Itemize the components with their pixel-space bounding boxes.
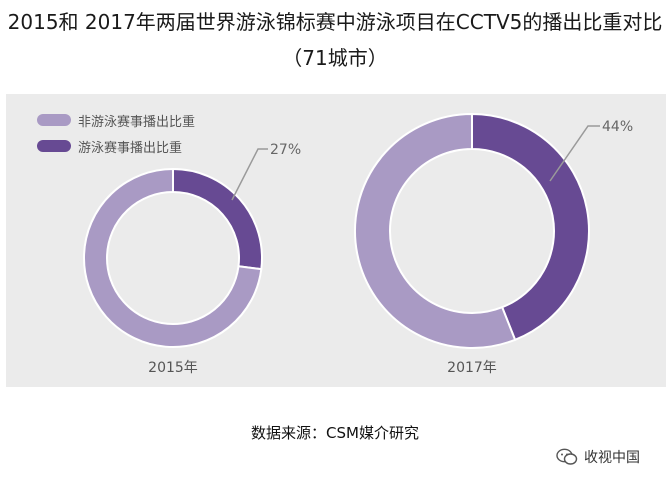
- legend-label-swim: 游泳赛事播出比重: [78, 141, 183, 156]
- leader-line-2015: [231, 148, 268, 201]
- chart-title: 2015和 2017年两届世界游泳锦标赛中游泳项目在CCTV5的播出比重对比: [7, 10, 663, 34]
- slice-swim-2017: [471, 112, 590, 342]
- data-label-swim-2017: 44%: [602, 119, 633, 135]
- slice-non-swim-2017: [354, 112, 517, 349]
- wechat-icon: [556, 448, 578, 465]
- donut-charts: 27% 2015年 44% 2017年: [83, 112, 633, 376]
- slice-non-swim-2015: [83, 167, 263, 348]
- chart-name-2017: 2017年: [447, 360, 497, 376]
- slice-swim-2015: [172, 167, 263, 271]
- chart-name-2015: 2015年: [148, 360, 198, 376]
- legend-swatch-swim: [37, 140, 71, 152]
- legend-label-non-swim: 非游泳赛事播出比重: [78, 115, 196, 130]
- data-source: 数据来源：CSM媒介研究: [251, 424, 419, 442]
- legend-swatch-non-swim: [37, 114, 71, 126]
- chart-subtitle: （71城市）: [282, 46, 388, 70]
- leader-line-2017: [549, 125, 600, 182]
- watermark-text: 收视中国: [584, 450, 640, 466]
- data-label-swim-2015: 27%: [270, 142, 301, 158]
- chart-panel: 非游泳赛事播出比重 游泳赛事播出比重 27% 2015年 44% 2017年: [6, 94, 666, 387]
